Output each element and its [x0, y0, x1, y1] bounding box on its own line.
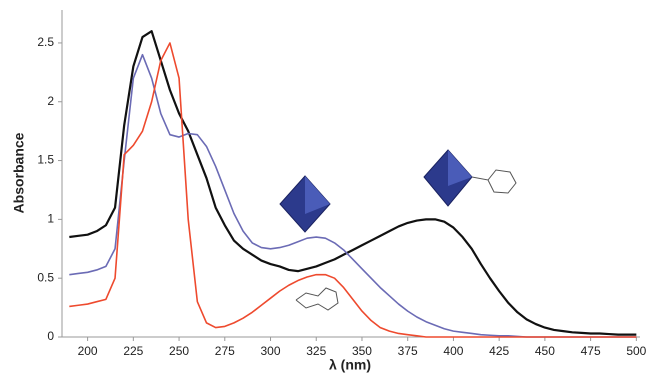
x-tick-label: 300: [261, 344, 281, 358]
y-tick-label: 0: [47, 329, 54, 343]
x-tick-label: 400: [443, 344, 463, 358]
decoration: [280, 150, 516, 310]
y-tick-label: 2: [47, 94, 54, 108]
y-tick-label: 2.5: [37, 35, 54, 49]
x-tick-label: 425: [489, 344, 509, 358]
x-tick-label: 500: [626, 344, 646, 358]
x-tick-label: 200: [78, 344, 98, 358]
line: [69, 55, 636, 337]
chart: Absorbance λ (nm) 0 0.5 1 1.5 2 2.5 200 225 250 2…: [0, 0, 652, 381]
y-tick-label: 1: [47, 212, 54, 226]
x-tick-label: 475: [581, 344, 601, 358]
x-tick-label: 225: [123, 344, 143, 358]
line: [69, 31, 636, 334]
x-tick-label: 325: [306, 344, 326, 358]
x-tick-label: 275: [215, 344, 235, 358]
x-tick-label: 250: [169, 344, 189, 358]
x-axis-title: λ (nm): [329, 357, 371, 373]
line: [69, 43, 636, 337]
x-tick-label: 375: [398, 344, 418, 358]
y-tick-label: 0.5: [37, 270, 54, 284]
x-tick-label: 450: [535, 344, 555, 358]
y-axis-title: Absorbance: [11, 132, 27, 213]
x-tick-label: 350: [352, 344, 372, 358]
y-tick-label: 1.5: [37, 153, 54, 167]
